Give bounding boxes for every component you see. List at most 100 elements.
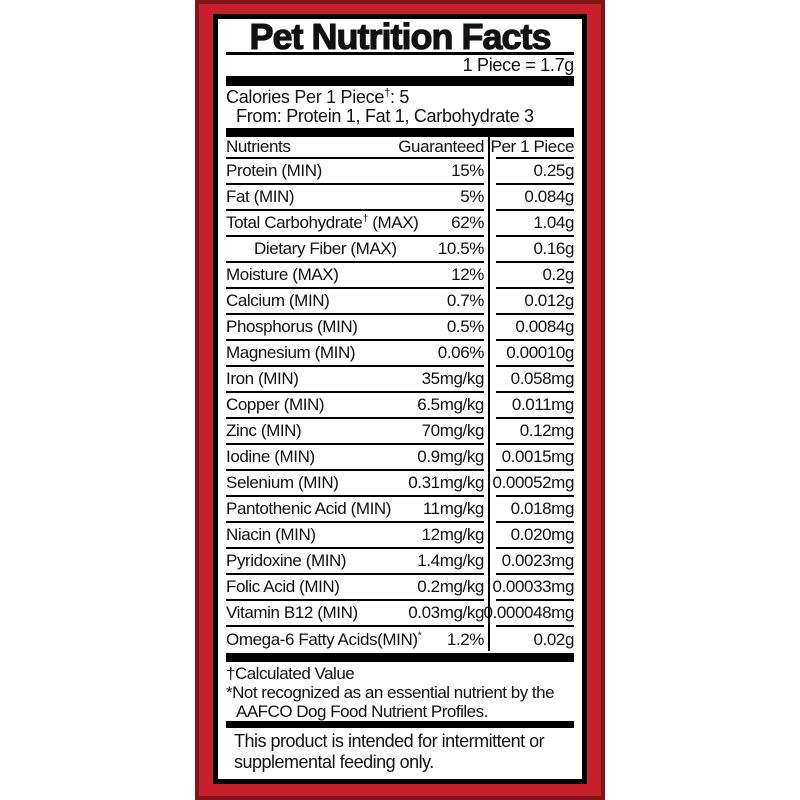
- guaranteed-value: 12mg/kg: [421, 525, 485, 544]
- footnote-not-recognized-2: AAFCO Dog Food Nutrient Profiles.: [236, 702, 488, 721]
- nutrient-name: Iodine (MIN): [226, 447, 315, 466]
- guaranteed-value: 5%: [460, 187, 484, 206]
- per-piece-value: 0.012g: [496, 289, 574, 315]
- guaranteed-value: 10.5%: [437, 239, 485, 258]
- guaranteed-value: 1.2%: [446, 630, 485, 649]
- guaranteed-value: 70mg/kg: [421, 421, 485, 440]
- table-row: Protein (MIN) 15% 0.25g: [226, 159, 574, 185]
- separator-bar-table-bottom: [226, 653, 574, 662]
- per-piece-value: 0.084g: [496, 185, 574, 211]
- per-piece-value: 0.0015mg: [496, 445, 574, 471]
- per-piece-value: 0.000048mg: [483, 601, 574, 627]
- calories-section: Calories Per 1 Piece†: 5 From: Protein 1…: [226, 86, 574, 128]
- separator-bar-top: [226, 76, 574, 86]
- table-row: Fat (MIN) 5% 0.084g: [226, 185, 574, 211]
- table-row: Zinc (MIN) 70mg/kg 0.12mg: [226, 419, 574, 445]
- nutrition-panel: Pet Nutrition Facts 1 Piece = 1.7g Calor…: [213, 14, 587, 784]
- col-per-piece-label: Per 1 Piece: [491, 137, 574, 159]
- nutrient-name: Zinc (MIN): [226, 421, 302, 440]
- table-row: Dietary Fiber (MAX) 10.5% 0.16g: [226, 237, 574, 263]
- table-row: Niacin (MIN) 12mg/kg 0.020mg: [226, 523, 574, 549]
- serving-size: 1 Piece = 1.7g: [462, 55, 575, 75]
- nutrient-name: Iron (MIN): [226, 369, 299, 388]
- footnotes-section: †Calculated Value *Not recognized as an …: [226, 662, 574, 721]
- nutrient-name: Vitamin B12 (MIN): [226, 603, 358, 622]
- table-row: Iron (MIN) 35mg/kg 0.058mg: [226, 367, 574, 393]
- nutrient-name: Pantothenic Acid (MIN): [226, 499, 392, 518]
- footnote-calculated: †Calculated Value: [226, 664, 355, 683]
- table-header: Nutrients Guaranteed Per 1 Piece: [226, 137, 574, 159]
- nutrient-name: Selenium (MIN): [226, 473, 339, 492]
- guaranteed-value: 0.03mg/kg: [408, 603, 484, 622]
- nutrient-name: Fat (MIN): [226, 187, 295, 206]
- per-piece-value: 0.0023mg: [496, 549, 574, 575]
- per-piece-value: 0.12mg: [496, 419, 574, 445]
- per-piece-value: 0.020mg: [496, 523, 574, 549]
- table-row: Folic Acid (MIN) 0.2mg/kg 0.00033mg: [226, 575, 574, 601]
- per-piece-value: 0.058mg: [496, 367, 574, 393]
- table-row: Vitamin B12 (MIN) 0.03mg/kg 0.000048mg: [226, 601, 574, 627]
- table-row: Moisture (MAX) 12% 0.2g: [226, 263, 574, 289]
- nutrient-table: Nutrients Guaranteed Per 1 Piece Protein…: [226, 137, 574, 653]
- feeding-line-2: supplemental feeding only.: [234, 752, 434, 772]
- table-row: Selenium (MIN) 0.31mg/kg 0.00052mg: [226, 471, 574, 497]
- col-guaranteed-label: Guaranteed: [398, 137, 484, 156]
- table-row: Magnesium (MIN) 0.06% 0.00010g: [226, 341, 574, 367]
- guaranteed-value: 0.5%: [446, 317, 485, 336]
- separator-bar-footnote: [226, 721, 574, 728]
- per-piece-value: 1.04g: [496, 211, 574, 237]
- guaranteed-value: 6.5mg/kg: [417, 395, 484, 414]
- nutrient-name: Dietary Fiber (MAX): [254, 239, 397, 258]
- table-row: Total Carbohydrate† (MAX) 62% 1.04g: [226, 211, 574, 237]
- calories-from-line: From: Protein 1, Fat 1, Carbohydrate 3: [236, 106, 534, 126]
- guaranteed-value: 11mg/kg: [422, 499, 485, 518]
- nutrient-name: Total Carbohydrate† (MAX): [226, 212, 419, 232]
- guaranteed-value: 0.2mg/kg: [417, 577, 484, 596]
- per-piece-value: 0.16g: [496, 237, 574, 263]
- nutrient-name: Calcium (MIN): [226, 291, 330, 310]
- title-divider: [226, 52, 574, 55]
- column-divider: [488, 137, 490, 651]
- guaranteed-value: 0.31mg/kg: [408, 473, 484, 492]
- panel-title: Pet Nutrition Facts: [249, 16, 552, 57]
- nutrient-name: Folic Acid (MIN): [226, 577, 340, 596]
- per-piece-value: 0.018mg: [496, 497, 574, 523]
- col-nutrients-label: Nutrients: [226, 137, 291, 156]
- guaranteed-value: 35mg/kg: [421, 369, 485, 388]
- nutrient-name: Copper (MIN): [226, 395, 325, 414]
- separator-bar-calories: [226, 128, 574, 137]
- nutrient-name: Moisture (MAX): [226, 265, 339, 284]
- nutrient-name: Niacin (MIN): [226, 525, 316, 544]
- per-piece-value: 0.00052mg: [493, 471, 574, 497]
- table-row: Omega-6 Fatty Acids(MIN)* 1.2% 0.02g: [226, 627, 574, 653]
- nutrient-name: Pyridoxine (MIN): [226, 551, 347, 570]
- table-row: Iodine (MIN) 0.9mg/kg 0.0015mg: [226, 445, 574, 471]
- guaranteed-value: 0.7%: [446, 291, 485, 310]
- table-row: Pantothenic Acid (MIN) 11mg/kg 0.018mg: [226, 497, 574, 523]
- per-piece-value: 0.25g: [496, 159, 574, 185]
- guaranteed-value: 1.4mg/kg: [417, 551, 484, 570]
- per-piece-value: 0.00033mg: [493, 575, 574, 601]
- per-piece-value: 0.0084g: [496, 315, 574, 341]
- feeding-line-1: This product is intended for intermitten…: [234, 731, 545, 751]
- guaranteed-value: 0.06%: [437, 343, 485, 362]
- guaranteed-value: 15%: [451, 161, 484, 180]
- calories-line: Calories Per 1 Piece†: 5: [226, 87, 410, 107]
- per-piece-value: 0.00010g: [496, 341, 574, 367]
- nutrient-name: Protein (MIN): [226, 161, 322, 180]
- nutrient-name: Phosphorus (MIN): [226, 317, 358, 336]
- per-piece-value: 0.02g: [533, 630, 574, 649]
- table-row: Calcium (MIN) 0.7% 0.012g: [226, 289, 574, 315]
- label-red-frame: Pet Nutrition Facts 1 Piece = 1.7g Calor…: [195, 0, 605, 800]
- nutrient-name: Omega-6 Fatty Acids(MIN)*: [226, 629, 422, 649]
- guaranteed-value: 62%: [451, 213, 484, 232]
- per-piece-value: 0.2g: [496, 263, 574, 289]
- table-row: Copper (MIN) 6.5mg/kg 0.011mg: [226, 393, 574, 419]
- guaranteed-value: 12%: [451, 265, 484, 284]
- nutrient-name: Magnesium (MIN): [226, 343, 356, 362]
- nutrient-rows: Protein (MIN) 15% 0.25g Fat (MIN) 5% 0.084g To…: [226, 159, 574, 653]
- footnote-not-recognized-1: *Not recognized as an essential nutrient…: [226, 683, 555, 702]
- feeding-statement: This product is intended for intermitten…: [226, 728, 574, 775]
- table-row: Pyridoxine (MIN) 1.4mg/kg 0.0023mg: [226, 549, 574, 575]
- table-row: Phosphorus (MIN) 0.5% 0.0084g: [226, 315, 574, 341]
